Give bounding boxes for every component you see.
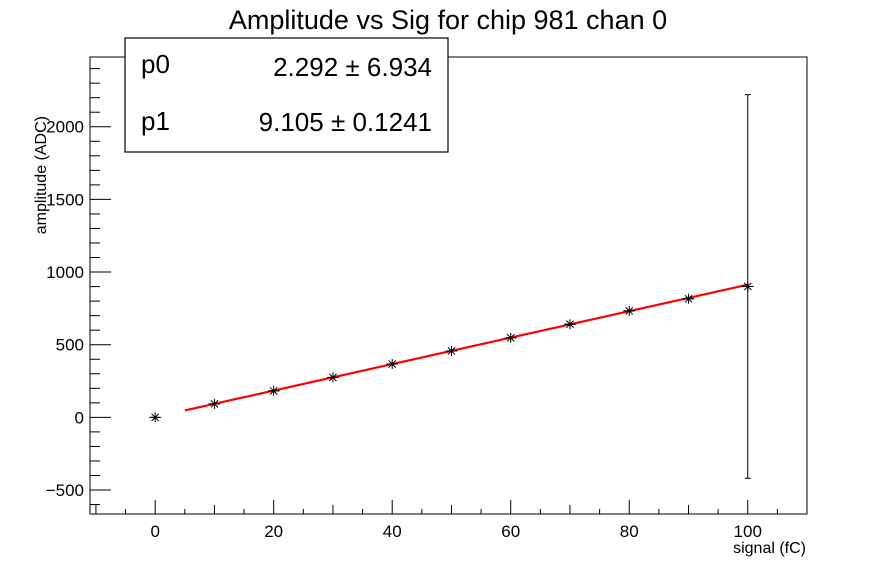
star-marker xyxy=(446,345,457,356)
fit-line xyxy=(184,283,748,412)
stats-param-value: 2.292 ± 6.934 xyxy=(273,52,432,82)
x-axis-label: signal (fC) xyxy=(733,540,806,557)
data-point xyxy=(504,332,517,343)
y-tick-label: 500 xyxy=(56,336,84,355)
x-tick-label: 20 xyxy=(264,522,283,541)
data-point xyxy=(682,293,695,304)
y-axis: −500 0 500 1000 1500 2000 xyxy=(46,68,111,506)
x-tick-label: 60 xyxy=(501,522,520,541)
star-marker xyxy=(150,412,161,423)
star-marker xyxy=(742,281,753,292)
x-tick-label: 100 xyxy=(734,522,762,541)
star-marker xyxy=(387,359,398,370)
chart-title: Amplitude vs Sig for chip 981 chan 0 xyxy=(229,5,667,35)
y-axis-label: amplitude (ADC) xyxy=(33,116,50,234)
stats-param-name: p0 xyxy=(141,49,170,79)
star-marker xyxy=(327,372,338,383)
star-marker xyxy=(505,332,516,343)
data-point xyxy=(741,94,754,479)
y-tick-label: −500 xyxy=(46,481,84,500)
stats-param-value: 9.105 ± 0.1241 xyxy=(259,107,432,137)
data-point xyxy=(267,385,280,396)
star-marker xyxy=(564,319,575,330)
y-tick-label: 2000 xyxy=(46,118,84,137)
stats-box-frame xyxy=(124,37,449,153)
data-point xyxy=(149,412,162,423)
points-layer xyxy=(149,94,754,479)
data-point xyxy=(623,305,636,316)
y-tick-label: 1000 xyxy=(46,263,84,282)
star-marker xyxy=(683,293,694,304)
x-tick-label: 0 xyxy=(150,522,159,541)
stats-param-name: p1 xyxy=(141,106,170,136)
stats-box: p0 2.292 ± 6.934 p1 9.105 ± 0.1241 xyxy=(124,37,449,153)
data-point xyxy=(327,372,339,383)
x-axis: 0 20 40 60 80 100 xyxy=(95,500,808,541)
star-marker xyxy=(209,398,220,409)
data-point xyxy=(564,319,576,330)
x-tick-label: 40 xyxy=(383,522,402,541)
data-point xyxy=(386,359,399,370)
data-point xyxy=(445,345,458,356)
y-tick-label: 0 xyxy=(75,408,84,427)
fit-layer xyxy=(184,283,748,412)
star-marker xyxy=(268,385,279,396)
star-marker xyxy=(624,305,635,316)
data-point xyxy=(208,398,221,409)
x-tick-label: 80 xyxy=(620,522,639,541)
y-tick-label: 1500 xyxy=(46,190,84,209)
